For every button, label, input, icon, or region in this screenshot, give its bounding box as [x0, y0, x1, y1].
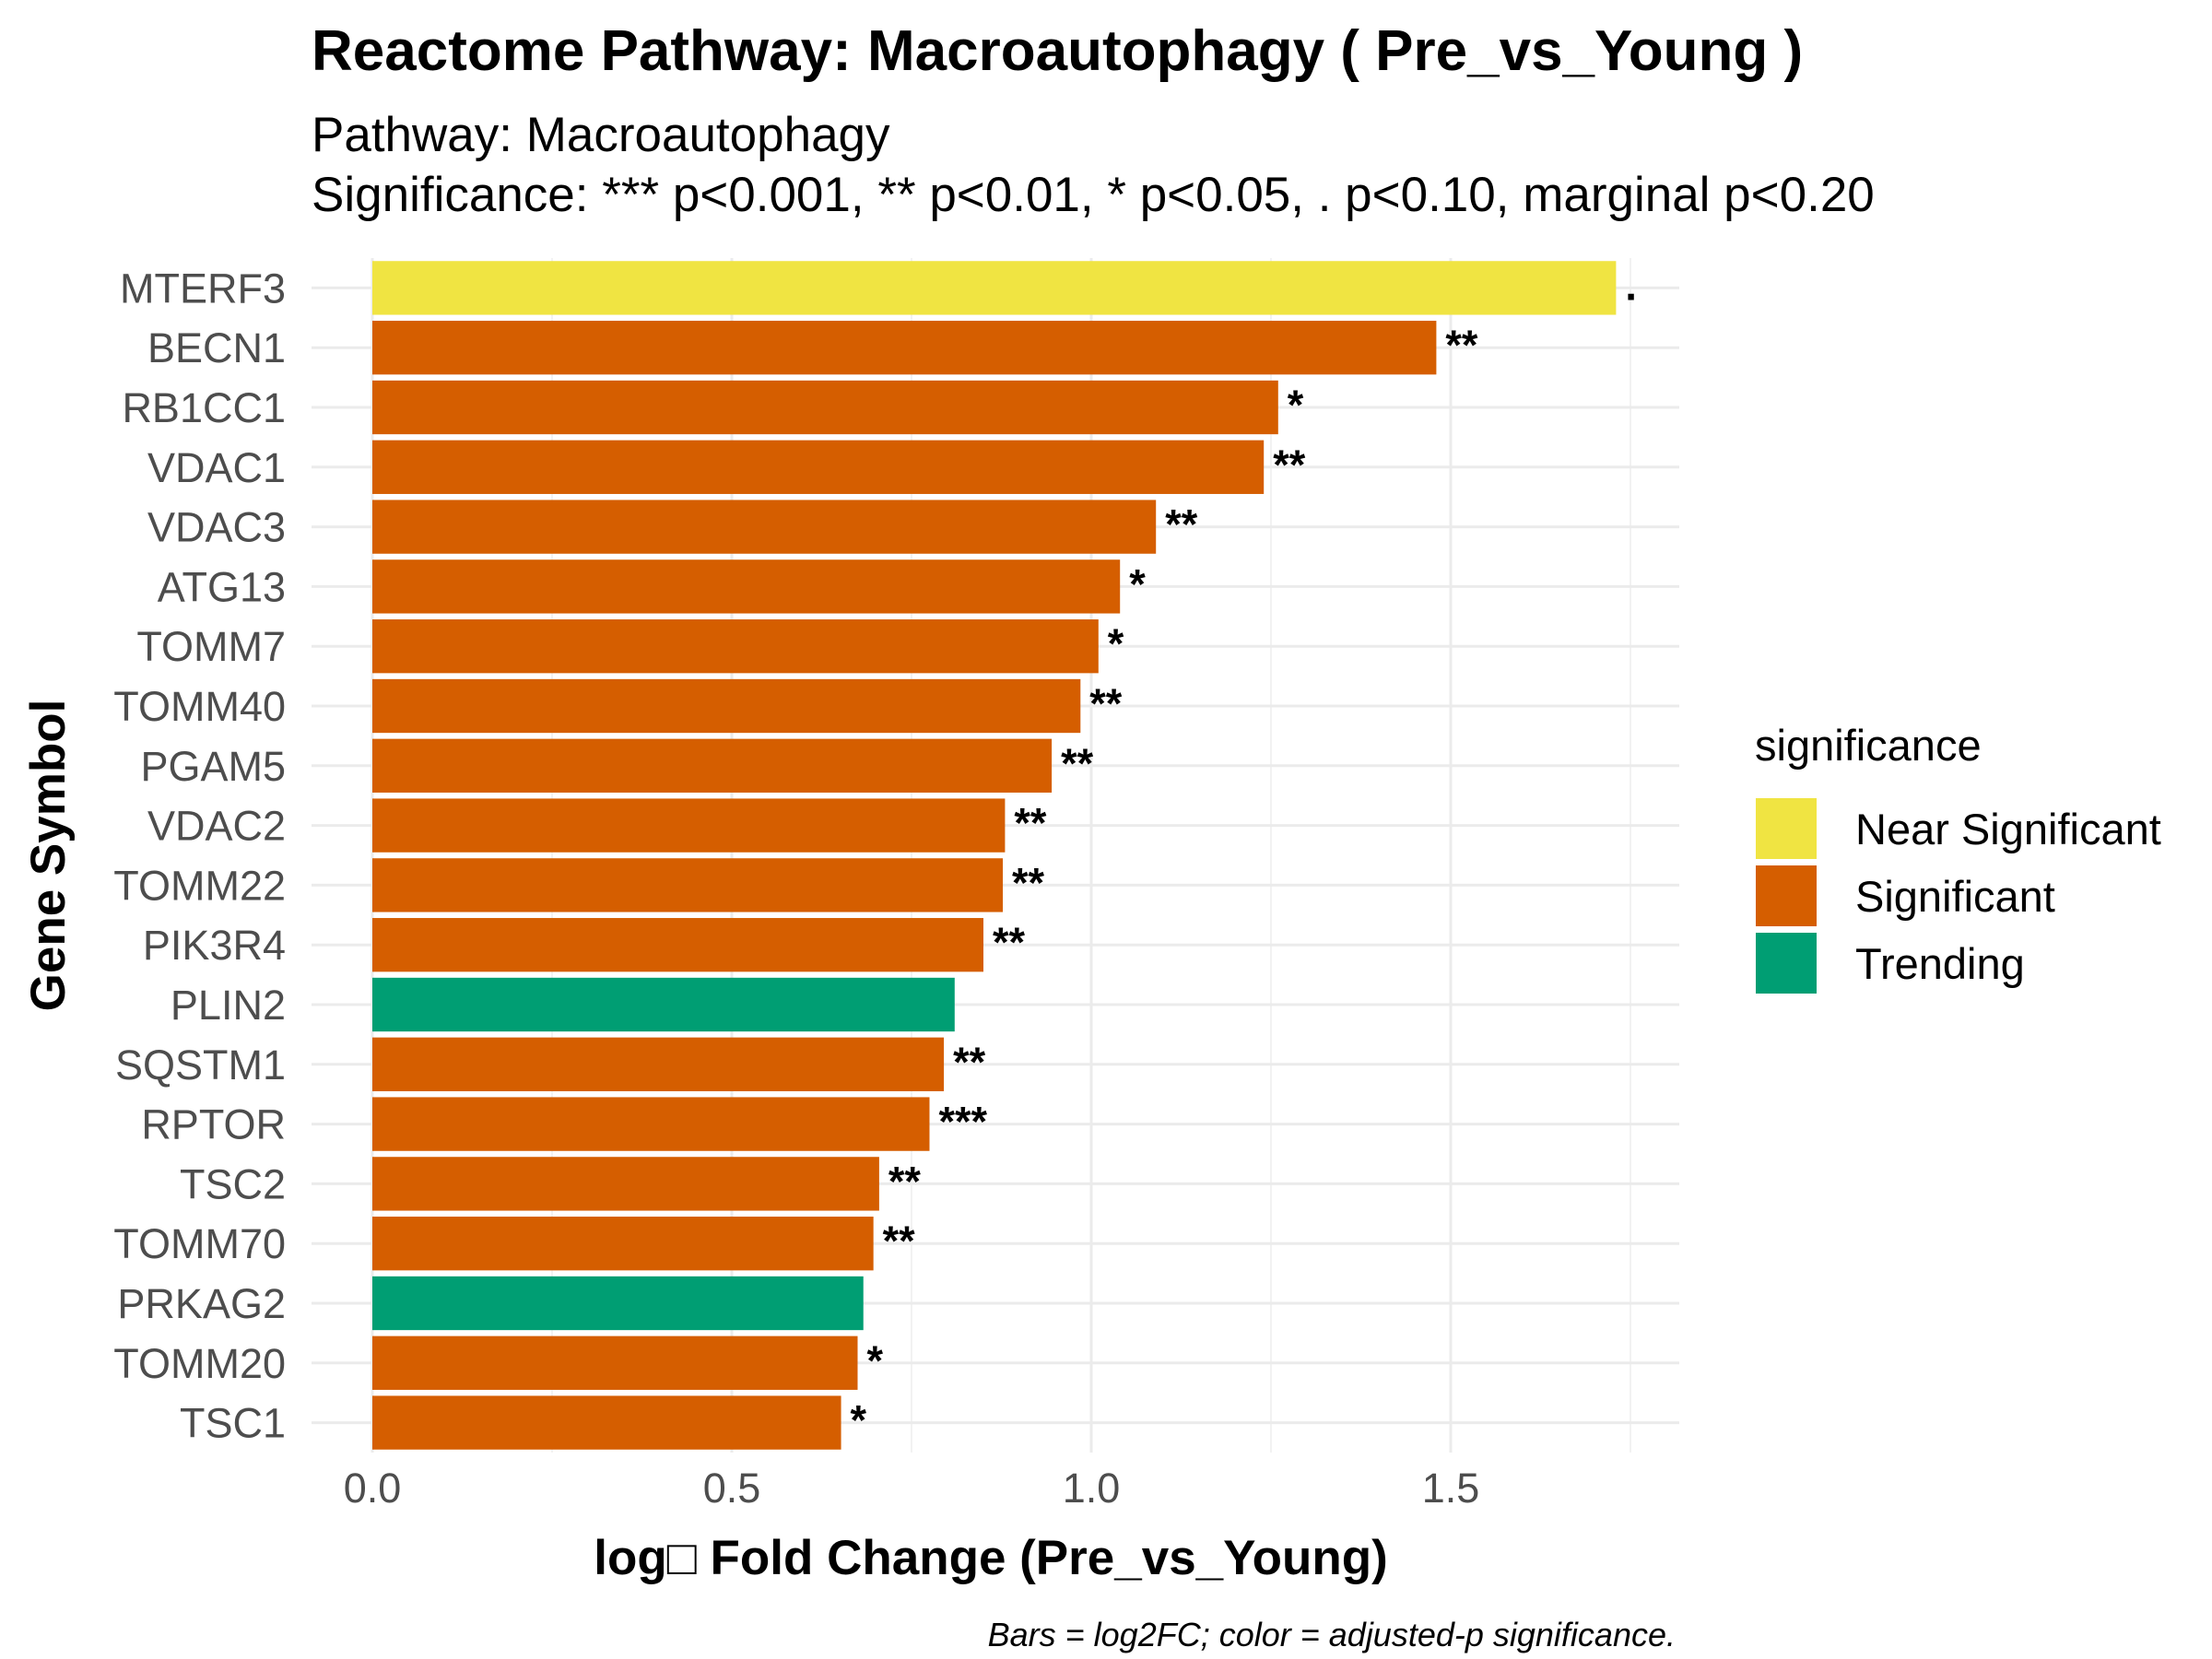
y-tick-label: TOMM40: [113, 683, 286, 730]
bar-prkag2: [372, 1276, 864, 1331]
bar-rptor: [372, 1097, 930, 1151]
significance-mark: *: [1108, 620, 1124, 667]
bar-pgam5: [372, 738, 1053, 793]
legend-swatch-significant: [1756, 865, 1817, 926]
y-tick-label: TSC1: [180, 1400, 286, 1447]
chart-title: Reactome Pathway: Macroautophagy ( Pre_v…: [312, 19, 1803, 83]
bar-pik3r4: [372, 918, 983, 972]
y-tick-label: VDAC1: [147, 444, 286, 491]
legend-label: Significant: [1855, 872, 2055, 921]
y-tick-label: TOMM7: [136, 623, 286, 670]
significance-mark: **: [1445, 322, 1478, 369]
x-tick-label: 1.0: [1063, 1465, 1121, 1512]
y-tick-label: SQSTM1: [115, 1041, 286, 1088]
bar-vdac2: [372, 798, 1006, 853]
legend-label: Near Significant: [1855, 805, 2161, 853]
grid-lines: [312, 258, 1679, 1453]
y-tick-label: RPTOR: [141, 1101, 286, 1148]
bar-tomm70: [372, 1217, 874, 1271]
legend-swatch-near-significant: [1756, 798, 1817, 859]
legend-title: significance: [1755, 721, 1982, 770]
significance-mark: *: [851, 1397, 867, 1444]
bar-tomm40: [372, 678, 1081, 734]
chart-subtitle-line-2: Significance: *** p<0.001, ** p<0.01, * …: [312, 168, 1875, 222]
y-tick-labels: MTERF3 BECN1 RB1CC1 VDAC1 VDAC3 ATG13 TOMM7 TOM…: [113, 265, 286, 1446]
y-tick-label: MTERF3: [120, 265, 286, 312]
y-tick-label: TOMM70: [113, 1220, 286, 1267]
x-tick-label: 0.0: [344, 1465, 402, 1512]
significance-mark: **: [1165, 501, 1198, 548]
significance-mark: *: [1129, 560, 1146, 607]
significance-mark: **: [1089, 680, 1123, 727]
significance-mark: **: [883, 1218, 916, 1265]
bar-becn1: [372, 321, 1437, 375]
bar-plin2: [372, 977, 955, 1032]
significance-mark: **: [993, 919, 1026, 966]
significance-mark: ***: [939, 1099, 988, 1146]
y-axis-title: Gene Symbol: [21, 700, 76, 1012]
significance-mark: *: [867, 1337, 884, 1384]
y-tick-label: PRKAG2: [117, 1280, 286, 1327]
significance-mark: **: [888, 1158, 922, 1205]
significance-mark: .: [1625, 262, 1637, 309]
legend-label: Trending: [1855, 939, 2025, 988]
bar-sqstm1: [372, 1037, 945, 1091]
y-tick-label: RB1CC1: [122, 384, 286, 431]
bar-vdac3: [372, 500, 1157, 554]
significance-mark: **: [1012, 859, 1045, 906]
significance-mark: **: [1014, 800, 1047, 847]
bars: [372, 261, 1617, 1450]
bar-tsc2: [372, 1157, 879, 1211]
y-tick-label: TOMM22: [113, 862, 286, 909]
caption: Bars = log2FC; color = adjusted-p signif…: [988, 1616, 1676, 1653]
y-tick-label: TOMM20: [113, 1340, 286, 1387]
y-tick-label: VDAC2: [147, 803, 286, 850]
legend-swatch-trending: [1756, 933, 1817, 994]
y-tick-label: ATG13: [158, 563, 286, 610]
bar-atg13: [372, 559, 1121, 614]
chart-subtitle-line-1: Pathway: Macroautophagy: [312, 108, 890, 162]
x-tick-label: 0.5: [703, 1465, 761, 1512]
legend: significance Near Significant Significant…: [1755, 721, 2161, 994]
y-tick-label: VDAC3: [147, 504, 286, 551]
y-tick-label: PIK3R4: [143, 922, 286, 969]
bar-mterf3: [372, 261, 1617, 315]
bar-rb1cc1: [372, 380, 1278, 435]
bar-tomm20: [372, 1335, 858, 1390]
y-tick-label: TSC2: [180, 1160, 286, 1207]
significance-mark: **: [1061, 740, 1094, 787]
significance-mark: *: [1288, 382, 1304, 429]
significance-marks: .******************************: [851, 262, 1637, 1443]
bar-tsc1: [372, 1395, 841, 1450]
bar-tomm22: [372, 858, 1004, 912]
x-tick-label: 1.5: [1422, 1465, 1480, 1512]
significance-mark: **: [1273, 441, 1306, 488]
bar-tomm7: [372, 619, 1099, 674]
y-tick-label: BECN1: [147, 324, 286, 371]
x-axis-title: log□ Fold Change (Pre_vs_Young): [594, 1531, 1387, 1585]
bar-vdac1: [372, 440, 1265, 494]
significance-mark: **: [953, 1039, 986, 1086]
y-tick-label: PLIN2: [171, 982, 286, 1029]
y-tick-label: PGAM5: [140, 743, 286, 790]
x-tick-labels: 0.0 0.5 1.0 1.5: [344, 1465, 1480, 1512]
